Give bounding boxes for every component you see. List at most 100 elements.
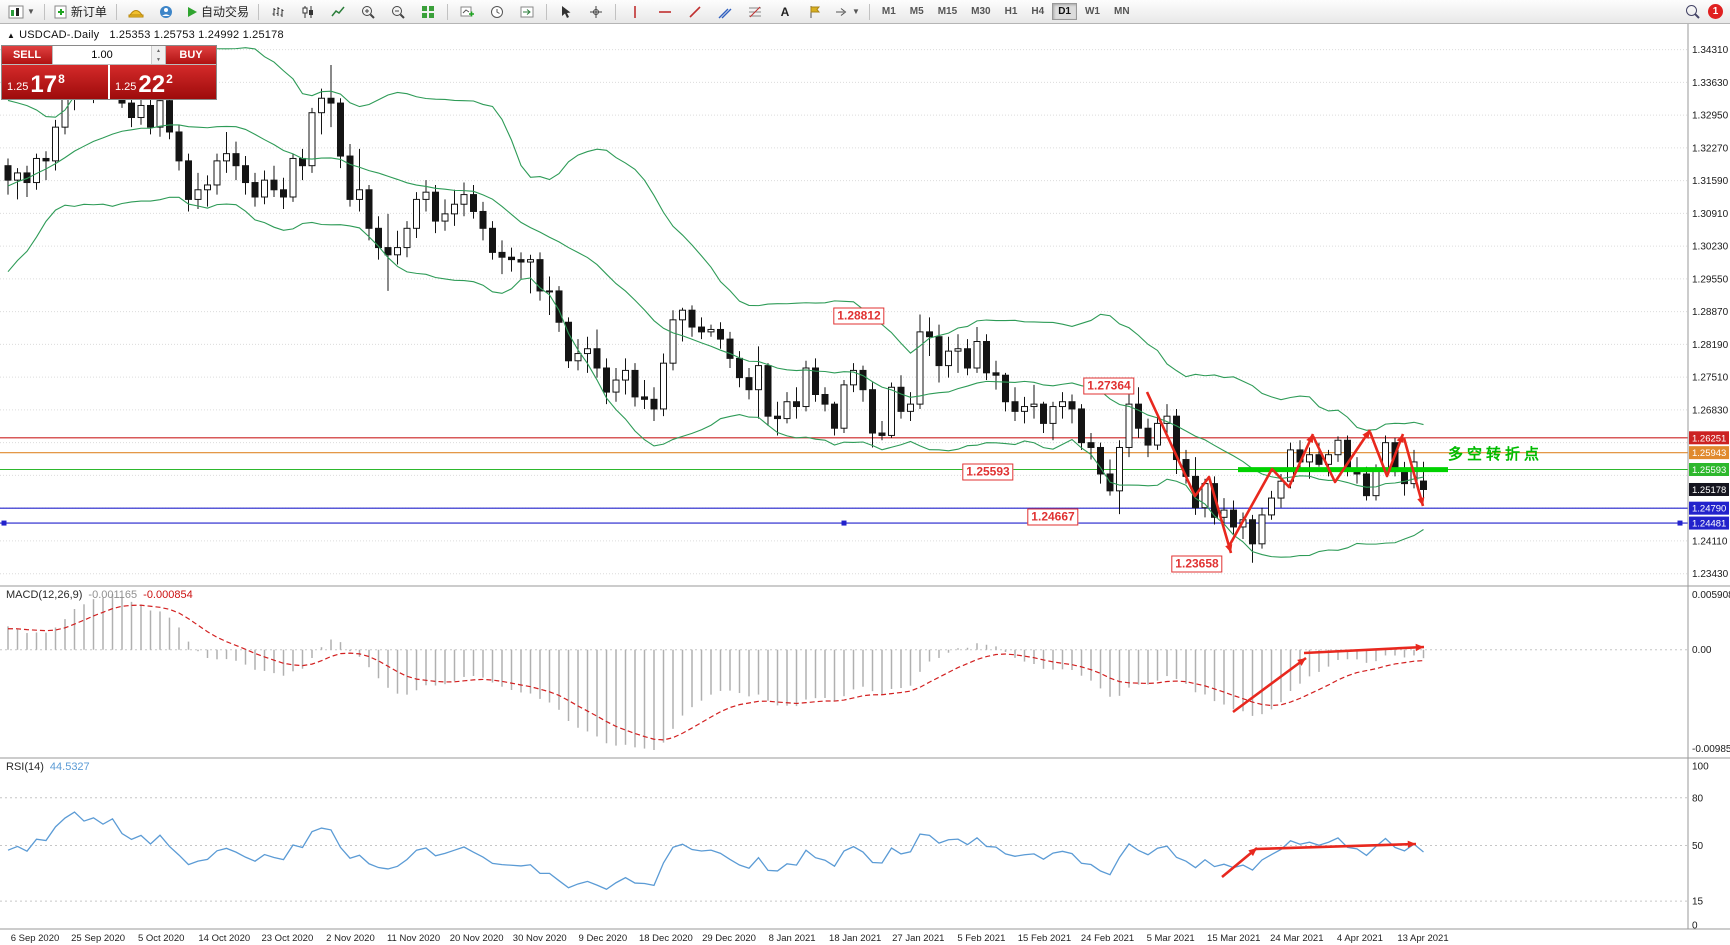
zoom-in-button[interactable] [354, 1, 382, 23]
svg-text:1.25943: 1.25943 [1692, 448, 1726, 459]
arrow-shape-icon [835, 7, 847, 16]
period-clock-button[interactable] [483, 1, 511, 23]
timeframe-m5[interactable]: M5 [909, 6, 924, 17]
svg-text:30 Nov 2020: 30 Nov 2020 [513, 933, 567, 944]
volume-spinner[interactable]: ▲ ▼ [151, 46, 165, 64]
new-chart-button[interactable] [453, 1, 481, 23]
timeframe-w1[interactable]: W1 [1084, 6, 1100, 17]
toolbar-separator [446, 3, 448, 20]
svg-text:1.28190: 1.28190 [1692, 340, 1729, 351]
timeframe-m30[interactable]: M30 [971, 6, 991, 17]
label-tool[interactable] [801, 1, 829, 23]
bar-chart-button[interactable] [264, 1, 292, 23]
bar-chart-icon [272, 6, 284, 17]
toolbar-separator [868, 3, 870, 20]
sell-price-display[interactable]: 1.25 17 8 [2, 65, 108, 99]
svg-text:9 Dec 2020: 9 Dec 2020 [579, 933, 628, 944]
tile-windows-icon [421, 5, 434, 18]
buy-price-display[interactable]: 1.25 22 2 [110, 65, 216, 99]
buy-price-big: 22 [138, 71, 166, 98]
timeframe-d1[interactable]: D1 [1052, 3, 1077, 20]
one-click-trading-panel: SELL ▲▼ BUY 1.25 17 8 1.25 22 2 [1, 45, 217, 100]
svg-text:24 Mar 2021: 24 Mar 2021 [1270, 933, 1323, 944]
zoom-out-icon [391, 5, 405, 19]
price-callout[interactable]: 1.27364 [1083, 377, 1135, 395]
horizontal-line-tool[interactable] [651, 1, 679, 23]
notification-badge[interactable]: 1 [1708, 4, 1723, 19]
ohlc-values: 1.25353 1.25753 1.24992 1.25178 [109, 29, 284, 41]
svg-text:1.30910: 1.30910 [1692, 209, 1729, 220]
svg-text:13 Apr 2021: 13 Apr 2021 [1397, 933, 1448, 944]
play-icon [187, 6, 197, 17]
macd-signal-value: -0.000854 [143, 589, 193, 601]
chart-window-button[interactable]: ▼ [4, 1, 39, 23]
annotation-bull-bear-turning-point[interactable]: 多空转折点 [1448, 446, 1544, 463]
chart-shift-button[interactable] [513, 1, 541, 23]
timeframe-h1[interactable]: H1 [1004, 6, 1018, 17]
collapse-panel-icon[interactable]: ▲ [7, 31, 16, 40]
new-order-button[interactable]: 新订单 [50, 1, 111, 23]
community-button[interactable] [152, 1, 180, 23]
text-tool[interactable]: A [780, 4, 790, 19]
volume-input[interactable] [53, 46, 151, 64]
buy-button[interactable]: BUY [166, 46, 216, 64]
shapes-tool[interactable]: ▼ [831, 1, 864, 23]
rsi-value: 44.5327 [49, 761, 90, 773]
axis-badge-1.25943 [1689, 446, 1729, 460]
macd-signal-line [7, 604, 1424, 741]
search-icon [1685, 5, 1700, 19]
trendline-tool[interactable] [681, 1, 709, 23]
tile-windows-button[interactable] [414, 1, 442, 23]
metaeditor-button[interactable] [122, 1, 150, 23]
horizontal-lines-layer [0, 437, 1688, 526]
svg-text:1.32950: 1.32950 [1692, 111, 1729, 122]
timeframe-m15[interactable]: M15 [937, 6, 958, 17]
macd-name: MACD(12,26,9) [6, 589, 83, 601]
trend-arrows-layer[interactable] [1145, 391, 1425, 879]
macd-indicator-label: MACD(12,26,9) -0.001165 -0.000854 [6, 589, 193, 601]
svg-text:1.25178: 1.25178 [1692, 485, 1726, 496]
svg-text:11 Nov 2020: 11 Nov 2020 [387, 933, 440, 944]
svg-text:18 Jan 2021: 18 Jan 2021 [829, 933, 881, 944]
svg-text:0: 0 [1692, 921, 1698, 932]
svg-text:100: 100 [1692, 762, 1709, 773]
svg-text:2 Nov 2020: 2 Nov 2020 [326, 933, 375, 944]
buy-price-pip: 2 [166, 72, 173, 86]
spin-down-icon[interactable]: ▼ [152, 55, 165, 64]
timeframe-mn[interactable]: MN [1113, 6, 1130, 17]
search-button[interactable] [1678, 1, 1706, 23]
crosshair-button[interactable] [582, 1, 610, 23]
price-callout[interactable]: 1.25593 [962, 463, 1014, 481]
candlestick-chart-button[interactable] [294, 1, 322, 23]
price-callout[interactable]: 1.24667 [1027, 508, 1079, 526]
zoom-out-button[interactable] [384, 1, 412, 23]
buy-price-head: 1.25 [115, 81, 137, 93]
svg-text:20 Nov 2020: 20 Nov 2020 [450, 933, 504, 944]
spin-up-icon[interactable]: ▲ [152, 46, 165, 55]
new-order-icon [54, 5, 67, 18]
metaeditor-hat-icon [128, 9, 144, 17]
svg-text:25 Sep 2020: 25 Sep 2020 [71, 933, 125, 944]
autotrading-button[interactable]: 自动交易 [182, 1, 253, 23]
timeframe-h4[interactable]: H4 [1031, 6, 1045, 17]
sell-button[interactable]: SELL [2, 46, 52, 64]
svg-text:15 Mar 2021: 15 Mar 2021 [1207, 933, 1260, 944]
price-callout[interactable]: 1.28812 [833, 307, 885, 325]
svg-text:1.23430: 1.23430 [1692, 569, 1729, 580]
price-callout[interactable]: 1.23658 [1171, 555, 1223, 573]
cursor-button[interactable] [552, 1, 580, 23]
fibonacci-tool[interactable] [741, 1, 769, 23]
channel-tool[interactable] [711, 1, 739, 23]
toolbar-separator [115, 3, 117, 20]
svg-text:1.24790: 1.24790 [1692, 504, 1726, 515]
svg-text:27 Jan 2021: 27 Jan 2021 [892, 933, 944, 944]
svg-text:5 Oct 2020: 5 Oct 2020 [138, 933, 184, 944]
vertical-line-tool[interactable] [621, 1, 649, 23]
timeframe-m1[interactable]: M1 [881, 6, 896, 17]
svg-text:1.24481: 1.24481 [1692, 519, 1726, 530]
community-icon [159, 5, 172, 18]
channel-icon [718, 8, 732, 18]
chart-shift-icon [520, 6, 534, 17]
line-chart-button[interactable] [324, 1, 352, 23]
